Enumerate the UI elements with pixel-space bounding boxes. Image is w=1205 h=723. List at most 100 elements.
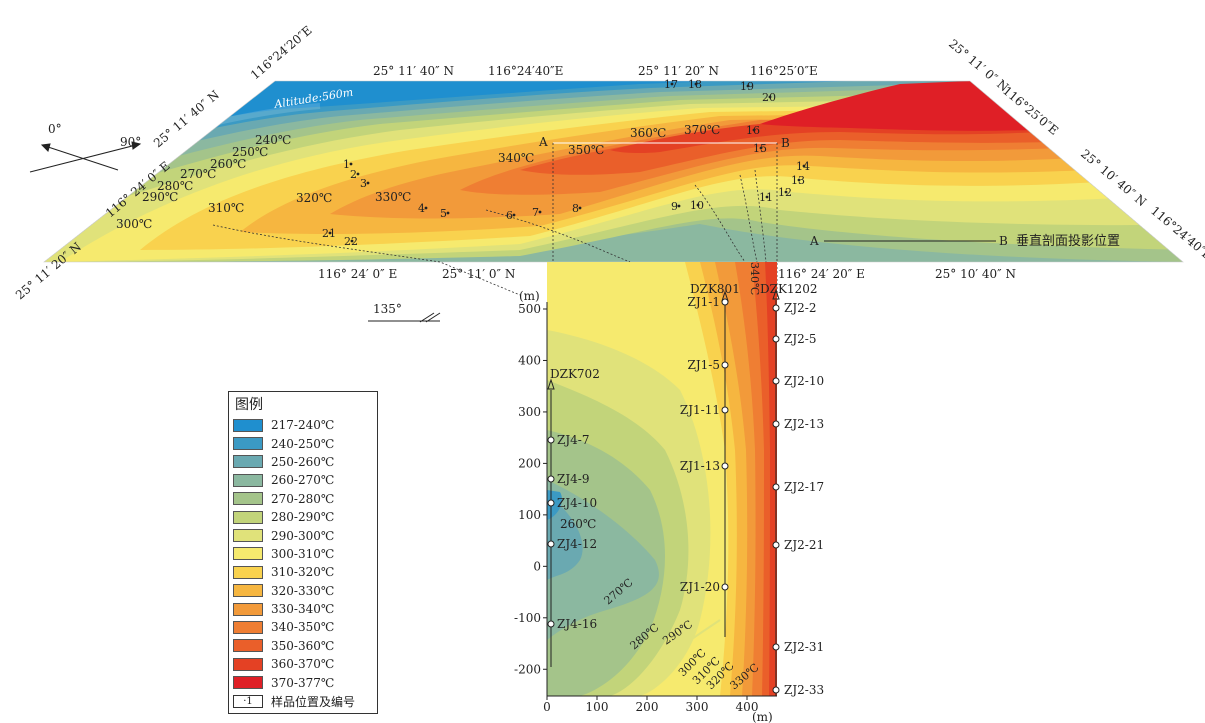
sample-dot [746, 84, 750, 88]
legend-item: 360-370℃ [233, 655, 373, 673]
plan-iso-240: 240℃ [255, 133, 291, 147]
sample-label: 2 [350, 168, 357, 181]
sample-dot [765, 195, 769, 199]
legend-item: 330-340℃ [233, 600, 373, 618]
plan-iso-290: 290℃ [142, 190, 178, 204]
coord-top-3: 25° 11′ 20″ N [638, 64, 719, 78]
sample-dot [768, 95, 772, 99]
sample-dot [349, 162, 353, 166]
sample-dot [759, 146, 763, 150]
coord-left-5: 25° 11′ 20″ N [13, 240, 84, 303]
sample-label: 3 [360, 177, 367, 190]
borehole-sample-label: ZJ4-7 [557, 433, 589, 447]
legend-swatch [233, 437, 263, 451]
borehole-sample-label: ZJ4-12 [557, 537, 597, 551]
legend-item: 300-310℃ [233, 545, 373, 563]
borehole-sample-marker [547, 475, 555, 483]
plan-iso-250: 250℃ [232, 145, 268, 159]
sample-label: 18 [688, 78, 702, 91]
plan-iso-330: 330℃ [375, 190, 411, 204]
legend-swatch [233, 657, 263, 671]
x-tick-label: 300 [686, 700, 709, 714]
sample-label: 5 [440, 207, 447, 220]
legend-swatch [233, 639, 263, 653]
borehole-sample-label: ZJ4-10 [557, 496, 597, 510]
sample-label: 8 [572, 202, 579, 215]
plan-iso-360: 360℃ [630, 126, 666, 140]
borehole-sample-marker [547, 436, 555, 444]
sample-dot [578, 206, 582, 210]
angle-135-marker [368, 312, 441, 323]
legend-swatch [233, 565, 263, 579]
y-tick-label: 100 [518, 508, 541, 522]
legend-label: 250-260℃ [271, 454, 335, 469]
coord-top-2: 116°24′40″E [488, 64, 563, 78]
legend-label: 280-290℃ [271, 510, 335, 525]
legend-item: 350-360℃ [233, 637, 373, 655]
borehole-sample-label: ZJ1-1 [688, 295, 720, 309]
legend-swatch [233, 620, 263, 634]
legend-label: 240-250℃ [271, 436, 335, 451]
legend-label: 330-340℃ [271, 602, 335, 617]
projection-dashes [212, 143, 778, 300]
legend-label: 290-300℃ [271, 528, 335, 543]
legend-swatch [233, 418, 263, 432]
borehole-sample-label: ZJ1-5 [688, 358, 720, 372]
sample-label: 11 [759, 191, 773, 204]
borehole-sample-marker [547, 499, 555, 507]
legend-sample-label: 样品位置及编号 [271, 694, 356, 709]
legend-item: 310-320℃ [233, 563, 373, 581]
borehole-dzk1202: DZK1202 [760, 282, 817, 296]
borehole-sample-label: ZJ2-2 [784, 301, 816, 315]
coord-bottom-4: 25° 10′ 40″ N [935, 267, 1016, 281]
plan-map: Altitude:560m 25° 11′ 40″ N 116°24′40″E … [13, 23, 1205, 323]
coord-bottom-3: 116° 24′ 20″ E [778, 267, 865, 281]
sample-label: 9 [671, 200, 678, 213]
section-x-ticks: 0 100 200 300 400 [543, 696, 758, 714]
x-tick-label: 0 [543, 700, 551, 714]
sample-dot [512, 213, 516, 217]
borehole-sample-marker [721, 361, 729, 369]
legend-item: 290-300℃ [233, 526, 373, 544]
sample-label: 4 [418, 202, 425, 215]
legend-item: 340-350℃ [233, 618, 373, 636]
sample-label: 12 [778, 186, 792, 199]
legend-item: 250-260℃ [233, 453, 373, 471]
sample-label: 22 [344, 235, 358, 248]
compass [29, 141, 142, 173]
legend: 图例 217-240℃ 240-250℃ 250-260℃ 260-270℃ 270-2… [228, 391, 378, 715]
legend-item: 217-240℃ [233, 416, 373, 434]
sample-label: 15 [753, 142, 767, 155]
legend-item: 370-377℃ [233, 673, 373, 691]
legend-swatch [233, 492, 263, 506]
borehole-sample-label: ZJ1-20 [680, 580, 720, 594]
plan-iso-350: 350℃ [568, 143, 604, 157]
sample-label: 21 [322, 227, 336, 240]
y-tick-label: -100 [514, 611, 541, 625]
x-tick-label: 100 [586, 700, 609, 714]
y-tick-label: 300 [518, 405, 541, 419]
borehole-sample-marker [772, 420, 780, 428]
section-label-b: B [781, 136, 790, 150]
coord-left-1: 116°24′20″E [248, 23, 315, 82]
sample-label: 20 [762, 91, 776, 104]
borehole-dzk702: DZK702 [550, 367, 600, 381]
section-iso-340: 340℃ [748, 262, 761, 295]
sample-label: 16 [746, 124, 760, 137]
plan-iso-260: 260℃ [210, 157, 246, 171]
legend-swatch [233, 584, 263, 598]
borehole-sample-label: ZJ2-33 [784, 683, 824, 697]
sample-dot [797, 178, 801, 182]
y-tick-label: 0 [533, 559, 541, 573]
plan-iso-320: 320℃ [296, 191, 332, 205]
borehole-sample-marker [772, 377, 780, 385]
section-label-a: A [538, 135, 548, 149]
borehole-sample-marker [772, 643, 780, 651]
borehole-sample-marker [547, 620, 555, 628]
sample-dot [350, 239, 354, 243]
legend-label: 260-270℃ [271, 473, 335, 488]
section-y-unit: (m) [519, 289, 540, 303]
coord-bottom-1: 116° 24′ 0″ E [318, 267, 397, 281]
legend-item: 260-270℃ [233, 471, 373, 489]
section-iso-260: 260℃ [560, 517, 596, 531]
